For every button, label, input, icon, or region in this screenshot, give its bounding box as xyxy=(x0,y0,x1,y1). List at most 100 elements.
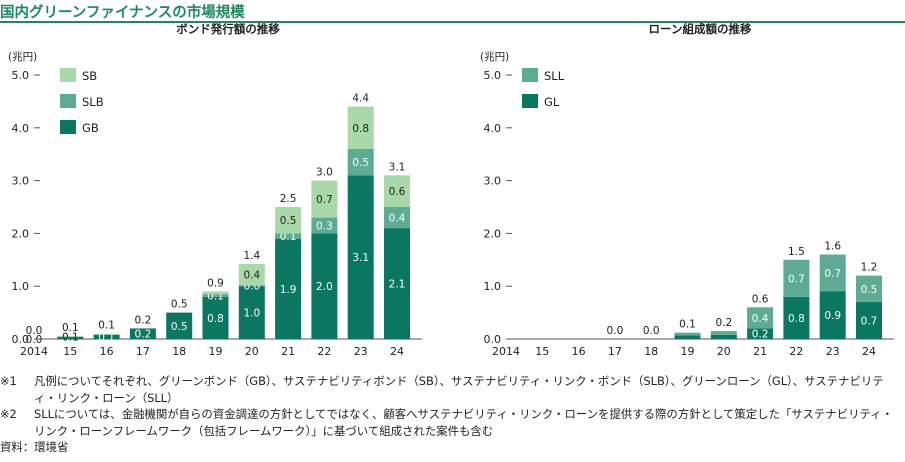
chart1-ytick-label: 0.0 xyxy=(12,333,30,346)
chart1-total-label: 3.1 xyxy=(389,161,406,173)
chart2-legend-swatch-gl xyxy=(522,94,538,108)
chart1-bar-gb-16 xyxy=(93,334,120,339)
chart2-legend-swatch-sll xyxy=(522,68,538,82)
chart2-xtick-label: 19 xyxy=(681,345,695,358)
chart1-bar-slb-22 xyxy=(311,217,338,234)
chart1-bar-gb-18 xyxy=(166,312,193,339)
chart1-bar-sb-16 xyxy=(93,333,120,335)
chart1-bar-sb-21 xyxy=(275,207,302,234)
chart1-bar-slb-24 xyxy=(384,207,410,229)
chart1-xtick-label: 17 xyxy=(136,345,150,358)
chart1-bar-slb-19 xyxy=(202,294,229,297)
chart2-data-label-sll: 0.4 xyxy=(752,313,769,325)
chart1-data-label-slb: 0.5 xyxy=(352,157,369,169)
chart1-data-label-sb: 0.7 xyxy=(316,194,333,206)
chart2-xtick-label: 21 xyxy=(753,345,767,358)
chart1-ylabel: (兆円) xyxy=(8,51,37,63)
chart1-bar-gb-22 xyxy=(311,233,338,339)
chart1-legend-label-gb: GB xyxy=(82,121,99,135)
chart2-ytick-label: 1.0 xyxy=(484,280,502,293)
chart1-data-label-gb: 1.0 xyxy=(243,308,260,320)
chart2-total-label: 1.2 xyxy=(861,262,878,274)
note-1-text: 凡例についてそれぞれ、グリーンボンド（GB）、サステナビリティボンド（SB）、サ… xyxy=(34,374,884,405)
chart2-bar-sll-22 xyxy=(783,259,810,297)
chart1-data-label-slb: 0.1 xyxy=(280,231,297,243)
chart1-total-label: 0.0 xyxy=(26,325,43,337)
chart2-legend-label-gl: GL xyxy=(544,95,560,109)
notes: ※1 凡例についてそれぞれ、グリーンボンド（GB）、サステナビリティボンド（SB… xyxy=(0,373,905,456)
chart1-ytick-label: 3.0 xyxy=(12,175,30,188)
chart1-data-label-sb: 0.6 xyxy=(389,186,406,198)
chart1-bar-slb-23 xyxy=(347,148,374,176)
chart2-bar-sll-23 xyxy=(819,254,846,292)
source: 資料：環境省 xyxy=(0,440,69,454)
title-rule xyxy=(0,21,905,23)
chart1-data-label-gb: 0.1 xyxy=(98,332,115,344)
chart2-xtick-label: 20 xyxy=(717,345,731,358)
note-1-mark: ※1 xyxy=(0,374,17,388)
chart2-xtick-label: 2014 xyxy=(492,345,520,358)
chart1-total-label: 0.2 xyxy=(135,314,152,326)
chart1-xtick-label: 21 xyxy=(281,345,295,358)
chart1-total-label: 1.4 xyxy=(243,250,260,262)
chart2-total-label: 0.0 xyxy=(643,325,660,337)
chart1-xtick-label: 16 xyxy=(100,345,114,358)
note-2-text: SLLについては、金融機関が自らの資金調達の方針としてではなく、顧客へサステナビ… xyxy=(34,407,893,438)
chart1-data-label-sb: 0.8 xyxy=(352,123,369,135)
chart1-data-label-gb: 2.0 xyxy=(316,281,333,293)
chart1-xtick-label: 24 xyxy=(390,345,404,358)
chart1-bar-gb-20 xyxy=(238,286,265,339)
chart1-bar-sb-23 xyxy=(347,106,374,149)
chart2-bar-sll-19 xyxy=(674,332,701,336)
charts-canvas: ボンド発行額の推移(兆円)0.01.02.03.04.05.020140.00.… xyxy=(8,22,894,358)
chart2-total-label: 0.6 xyxy=(752,293,769,305)
chart1-bar-sb-19 xyxy=(202,291,229,295)
chart2-bar-sll-20 xyxy=(710,331,737,335)
chart1-bar-sb-22 xyxy=(311,180,338,218)
chart1-total-label: 0.5 xyxy=(171,299,188,311)
chart2-bar-gl-19 xyxy=(674,335,701,339)
chart2-data-label-gl: 0.8 xyxy=(788,313,805,325)
chart2-data-label-sll: 0.7 xyxy=(788,273,805,285)
chart2-data-label-gl: 0.7 xyxy=(861,316,878,328)
chart1-bar-gb-19 xyxy=(202,296,229,339)
chart2-xtick-label: 22 xyxy=(789,345,803,358)
chart2-data-label-sll: 0.5 xyxy=(861,284,878,296)
chart1-data-label-gb: 2.1 xyxy=(389,279,406,291)
chart1-total-label: 4.4 xyxy=(352,93,369,105)
chart1-total-label: 0.1 xyxy=(62,322,79,334)
chart1-data-label-gb: 0.5 xyxy=(171,321,188,333)
chart2-ytick-label: 4.0 xyxy=(484,122,502,135)
chart1-bar-gb-21 xyxy=(275,238,302,339)
chart2-ytick-label: 5.0 xyxy=(484,69,502,82)
chart2-total-label: 0.1 xyxy=(679,319,696,331)
chart2-xtick-label: 23 xyxy=(826,345,840,358)
chart1-bar-gb-24 xyxy=(384,228,410,339)
chart1-data-label-slb: 0.3 xyxy=(316,220,333,232)
chart2-bar-gl-20 xyxy=(710,334,737,339)
chart1-xtick-label: 22 xyxy=(317,345,331,358)
chart2-data-label-gl: 0.9 xyxy=(824,310,841,322)
chart1-legend-swatch-gb xyxy=(60,120,76,134)
chart2-data-label-gl: 0.2 xyxy=(752,329,769,341)
chart1-bar-sb-20 xyxy=(238,264,265,286)
chart1-data-label-sb: 0.5 xyxy=(280,215,297,227)
chart1-legend-label-slb: SLB xyxy=(82,95,104,109)
chart2-ytick-label: 0.0 xyxy=(484,333,502,346)
chart2-title: ローン組成額の推移 xyxy=(649,22,752,36)
chart1-data-label-slb: 0.4 xyxy=(389,213,406,225)
chart1-ytick-label: 2.0 xyxy=(12,227,30,240)
chart1-ytick-label: 4.0 xyxy=(12,122,30,135)
chart2-total-label: 1.5 xyxy=(788,246,805,258)
chart1-bar-sb-24 xyxy=(384,175,410,207)
chart2-total-label: 0.2 xyxy=(715,317,732,329)
chart2-xtick-label: 18 xyxy=(644,345,658,358)
chart1-bar-gb-15 xyxy=(57,336,84,339)
chart1-bar-slb-20 xyxy=(238,285,265,287)
chart2-ytick-label: 2.0 xyxy=(484,227,502,240)
chart2-bar-gl-23 xyxy=(819,291,846,339)
chart2-xtick-label: 17 xyxy=(608,345,622,358)
chart1-data-label-sb: 0.1 xyxy=(62,331,79,343)
chart2-data-label-sll: 0.7 xyxy=(824,268,841,280)
chart2-xtick-label: 16 xyxy=(572,345,586,358)
